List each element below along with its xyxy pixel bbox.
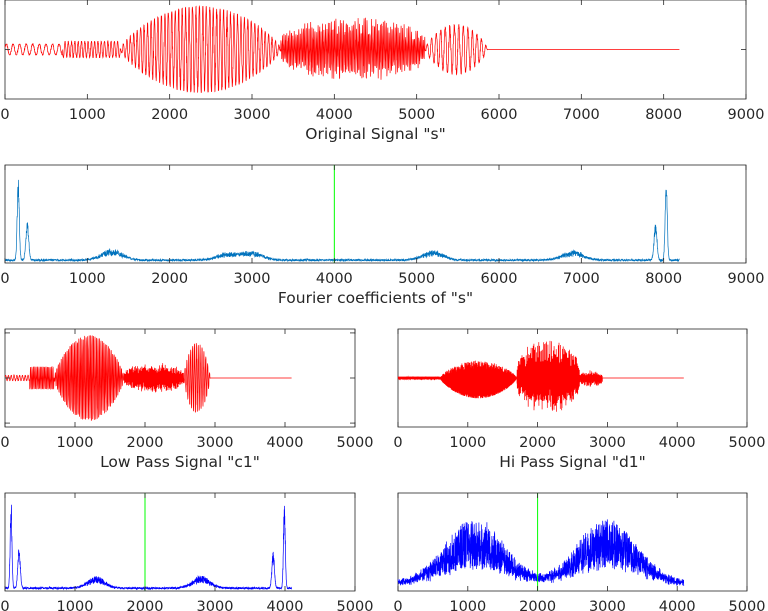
axes-fourier-s-xtick-label: 9000 <box>728 271 765 287</box>
axes-fourier-s-xtick-label: 7000 <box>563 271 600 287</box>
axes-original-series-line <box>4 4 680 93</box>
axes-hi-pass-xlabel: Hi Pass Signal "d1" <box>499 453 646 471</box>
axes-fourier-d1-plot <box>397 493 685 591</box>
axes-fourier-c1-plot <box>4 493 292 591</box>
axes-low-pass-xticks: 0 1000 2000 3000 4000 5000 <box>0 329 373 451</box>
axes-original-xtick-label: 5000 <box>398 107 435 123</box>
axes-original-xtick-label: 4000 <box>316 107 353 123</box>
axes-hi-pass-xtick-label: 2000 <box>519 435 556 451</box>
axes-low-pass-xtick-label: 0 <box>0 435 9 451</box>
axes-hi-pass: 0 1000 2000 3000 4000 5000 Hi Pass Signal "d1… <box>393 328 765 471</box>
axes-low-pass-xtick-label: 3000 <box>197 435 234 451</box>
axes-fourier-s-xtick-label: 3000 <box>234 271 271 287</box>
axes-fourier-c1-xtick-label: 1000 <box>57 599 94 611</box>
axes-fourier-c1-xtick-label: 3000 <box>197 599 234 611</box>
axes-fourier-s-xtick-label: 6000 <box>481 271 518 287</box>
axes-low-pass-plot <box>4 335 292 421</box>
axes-fourier-d1-xtick-label: 5000 <box>729 599 766 611</box>
axes-fourier-d1-xtick-label: 2000 <box>519 599 556 611</box>
axes-original-xtick-label: 3000 <box>234 107 271 123</box>
axes-fourier-c1-xticks: 0 1000 2000 3000 4000 5000 <box>0 493 373 611</box>
axes-original-xticks: 0 1000 2000 3000 4000 5000 6000 7000 8000 9000 <box>0 0 764 123</box>
axes-original-xtick-label: 1000 <box>69 107 106 123</box>
axes-low-pass-series-line <box>4 335 292 421</box>
axes-hi-pass-xtick-label: 4000 <box>659 435 696 451</box>
axes-original: 0 1000 2000 3000 4000 5000 6000 7000 8000 9000 Or… <box>0 0 764 143</box>
axes-original-xtick-label: 0 <box>0 107 9 123</box>
axes-fourier-d1-xtick-label: 4000 <box>659 599 696 611</box>
axes-low-pass-xtick-label: 4000 <box>267 435 304 451</box>
axes-fourier-s-xtick-label: 1000 <box>69 271 106 287</box>
axes-fourier-s-xtick-label: 8000 <box>645 271 682 287</box>
axes-fourier-s: 0 1000 2000 3000 4000 5000 6000 7000 8000 9000 Fo… <box>0 164 764 307</box>
axes-low-pass-xtick-label: 5000 <box>337 435 374 451</box>
axes-fourier-s-plot <box>4 165 680 263</box>
axes-fourier-d1-xtick-label: 1000 <box>449 599 486 611</box>
axes-original-xtick-label: 2000 <box>151 107 188 123</box>
axes-fourier-s-series-line <box>4 179 680 263</box>
axes-low-pass-xtick-label: 1000 <box>57 435 94 451</box>
axes-original-xtick-label: 9000 <box>728 107 765 123</box>
axes-hi-pass-xticks: 0 1000 2000 3000 4000 5000 <box>393 329 765 451</box>
axes-original-xtick-label: 6000 <box>481 107 518 123</box>
axes-low-pass-xlabel: Low Pass Signal "c1" <box>100 453 260 471</box>
axes-hi-pass-series-line <box>397 340 684 412</box>
axes-fourier-d1: 0 1000 2000 3000 4000 5000 <box>393 492 765 611</box>
axes-hi-pass-xtick-label: 3000 <box>589 435 626 451</box>
axes-fourier-s-xtick-label: 2000 <box>151 271 188 287</box>
axes-fourier-d1-xtick-label: 0 <box>393 599 402 611</box>
axes-fourier-d1-series-line <box>397 519 685 586</box>
axes-original-xtick-label: 8000 <box>645 107 682 123</box>
axes-hi-pass-plot <box>397 340 684 412</box>
axes-fourier-s-frame <box>4 164 747 264</box>
axes-fourier-d1-xtick-label: 3000 <box>589 599 626 611</box>
axes-fourier-s-xtick-label: 5000 <box>398 271 435 287</box>
axes-original-plot <box>4 4 680 93</box>
axes-fourier-s-xlabel: Fourier coefficients of "s" <box>278 289 473 307</box>
axes-fourier-c1-xtick-label: 2000 <box>127 599 164 611</box>
axes-low-pass-xtick-label: 2000 <box>127 435 164 451</box>
axes-low-pass: 0 1000 2000 3000 4000 5000 Low Pass Signal "c… <box>0 328 373 471</box>
axes-fourier-s-xtick-label: 0 <box>0 271 9 287</box>
axes-fourier-c1-series-line <box>4 504 292 591</box>
axes-hi-pass-xtick-label: 5000 <box>729 435 766 451</box>
axes-original-xtick-label: 7000 <box>563 107 600 123</box>
axes-fourier-c1-xtick-label: 5000 <box>337 599 374 611</box>
axes-original-xlabel: Original Signal "s" <box>305 125 445 143</box>
axes-fourier-c1-frame <box>4 492 356 592</box>
axes-fourier-d1-xticks: 0 1000 2000 3000 4000 5000 <box>393 493 765 611</box>
axes-fourier-s-xticks: 0 1000 2000 3000 4000 5000 6000 7000 8000 9000 <box>0 165 764 287</box>
axes-hi-pass-xtick-label: 1000 <box>449 435 486 451</box>
axes-hi-pass-xtick-label: 0 <box>393 435 402 451</box>
axes-fourier-c1-xtick-label: 0 <box>0 599 9 611</box>
axes-fourier-c1-xtick-label: 4000 <box>267 599 304 611</box>
axes-fourier-c1: 0 1000 2000 3000 4000 5000 <box>0 492 373 611</box>
axes-fourier-s-xtick-label: 4000 <box>316 271 353 287</box>
